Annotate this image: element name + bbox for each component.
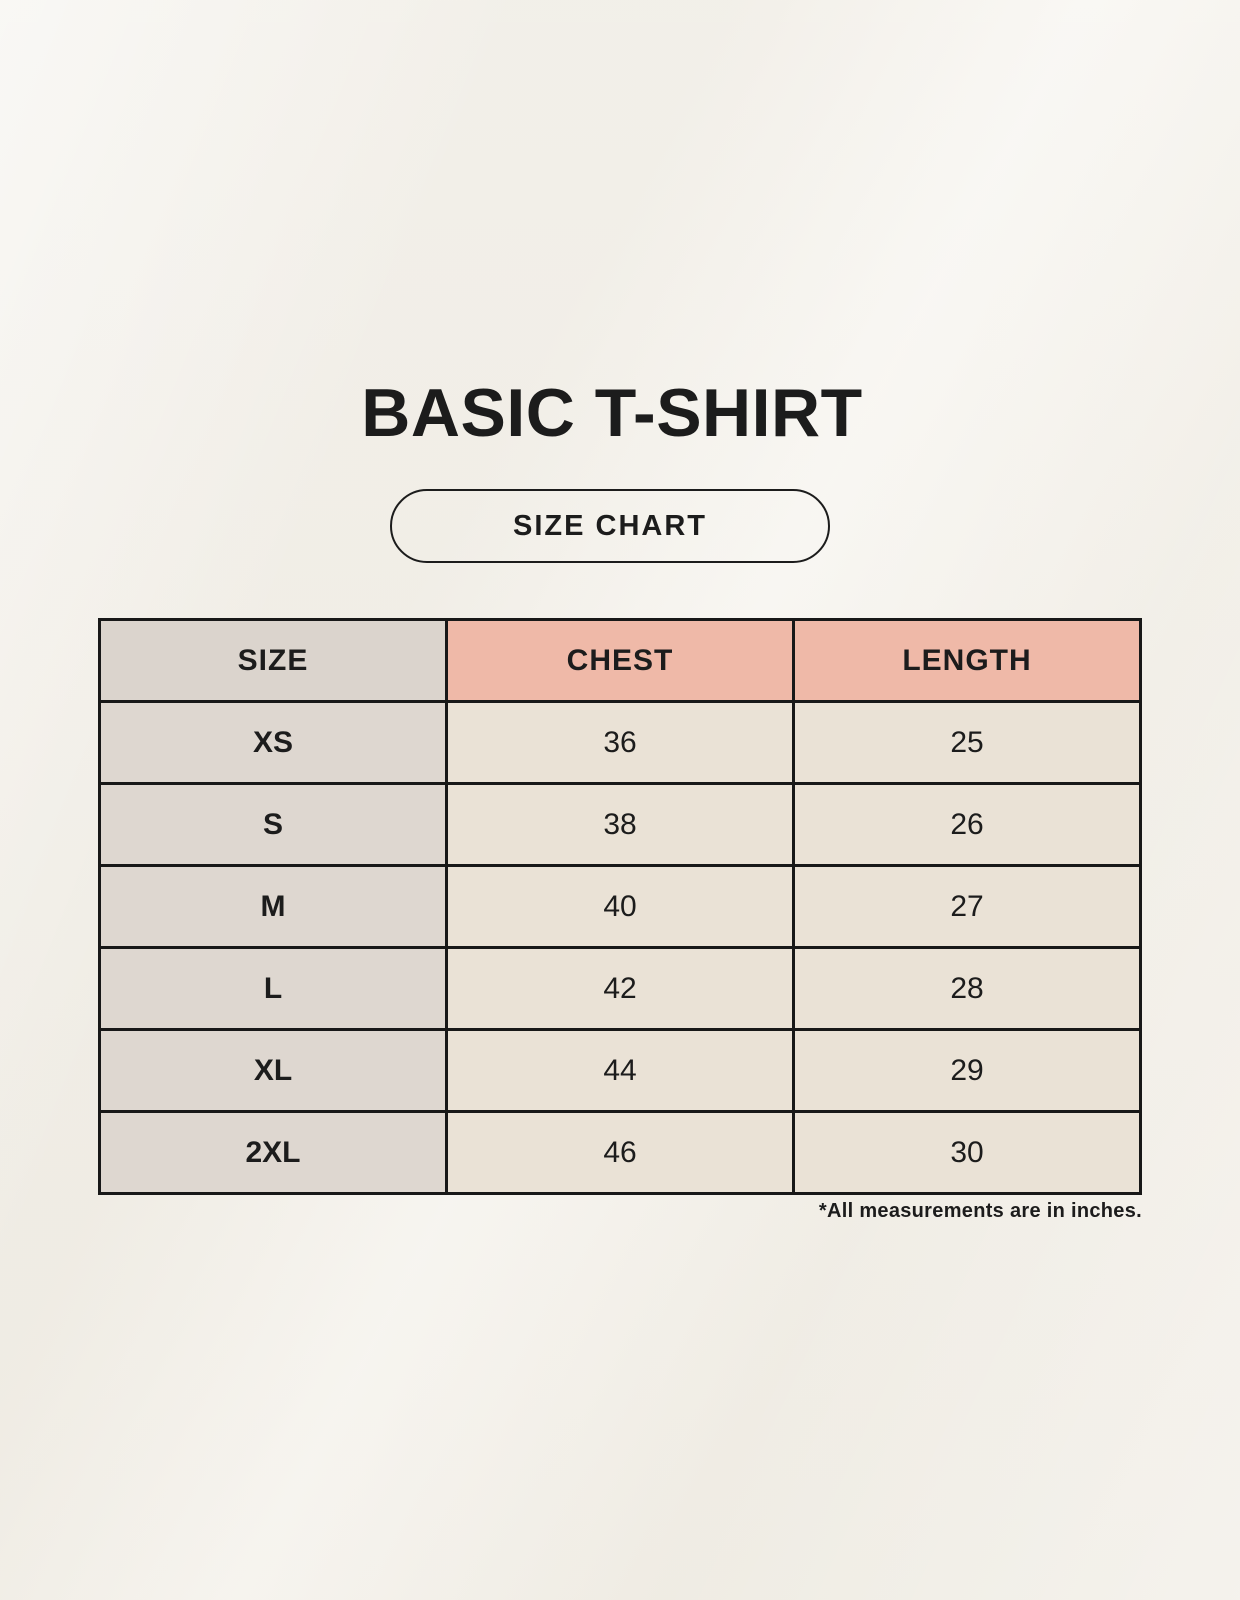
chest-value: 40 <box>445 864 795 949</box>
table-row: L 42 28 <box>98 946 1142 1031</box>
table-row: M 40 27 <box>98 864 1142 949</box>
chest-value: 38 <box>445 782 795 867</box>
table-row: XS 36 25 <box>98 700 1142 785</box>
table-row: XL 44 29 <box>98 1028 1142 1113</box>
size-label: XS <box>98 700 448 785</box>
measurements-footnote: *All measurements are in inches. <box>818 1200 1142 1222</box>
length-value: 26 <box>792 782 1142 867</box>
size-label: M <box>98 864 448 949</box>
size-label: 2XL <box>98 1110 448 1195</box>
size-label: XL <box>98 1028 448 1113</box>
table-row: 2XL 46 30 <box>98 1110 1142 1195</box>
chest-value: 42 <box>445 946 795 1031</box>
column-header-chest: CHEST <box>445 618 795 703</box>
size-chart-button[interactable]: SIZE CHART <box>390 489 830 563</box>
page-title: BASIC T-SHIRT <box>361 375 863 451</box>
column-header-size: SIZE <box>98 618 448 703</box>
chest-value: 44 <box>445 1028 795 1113</box>
length-value: 25 <box>792 700 1142 785</box>
size-chart-table: SIZE CHEST LENGTH XS 36 25 S 38 26 M 40 … <box>98 618 1142 1195</box>
size-label: L <box>98 946 448 1031</box>
size-label: S <box>98 782 448 867</box>
length-value: 28 <box>792 946 1142 1031</box>
length-value: 30 <box>792 1110 1142 1195</box>
length-value: 29 <box>792 1028 1142 1113</box>
column-header-length: LENGTH <box>792 618 1142 703</box>
table-header-row: SIZE CHEST LENGTH <box>98 618 1142 703</box>
length-value: 27 <box>792 864 1142 949</box>
chest-value: 36 <box>445 700 795 785</box>
chest-value: 46 <box>445 1110 795 1195</box>
table-row: S 38 26 <box>98 782 1142 867</box>
